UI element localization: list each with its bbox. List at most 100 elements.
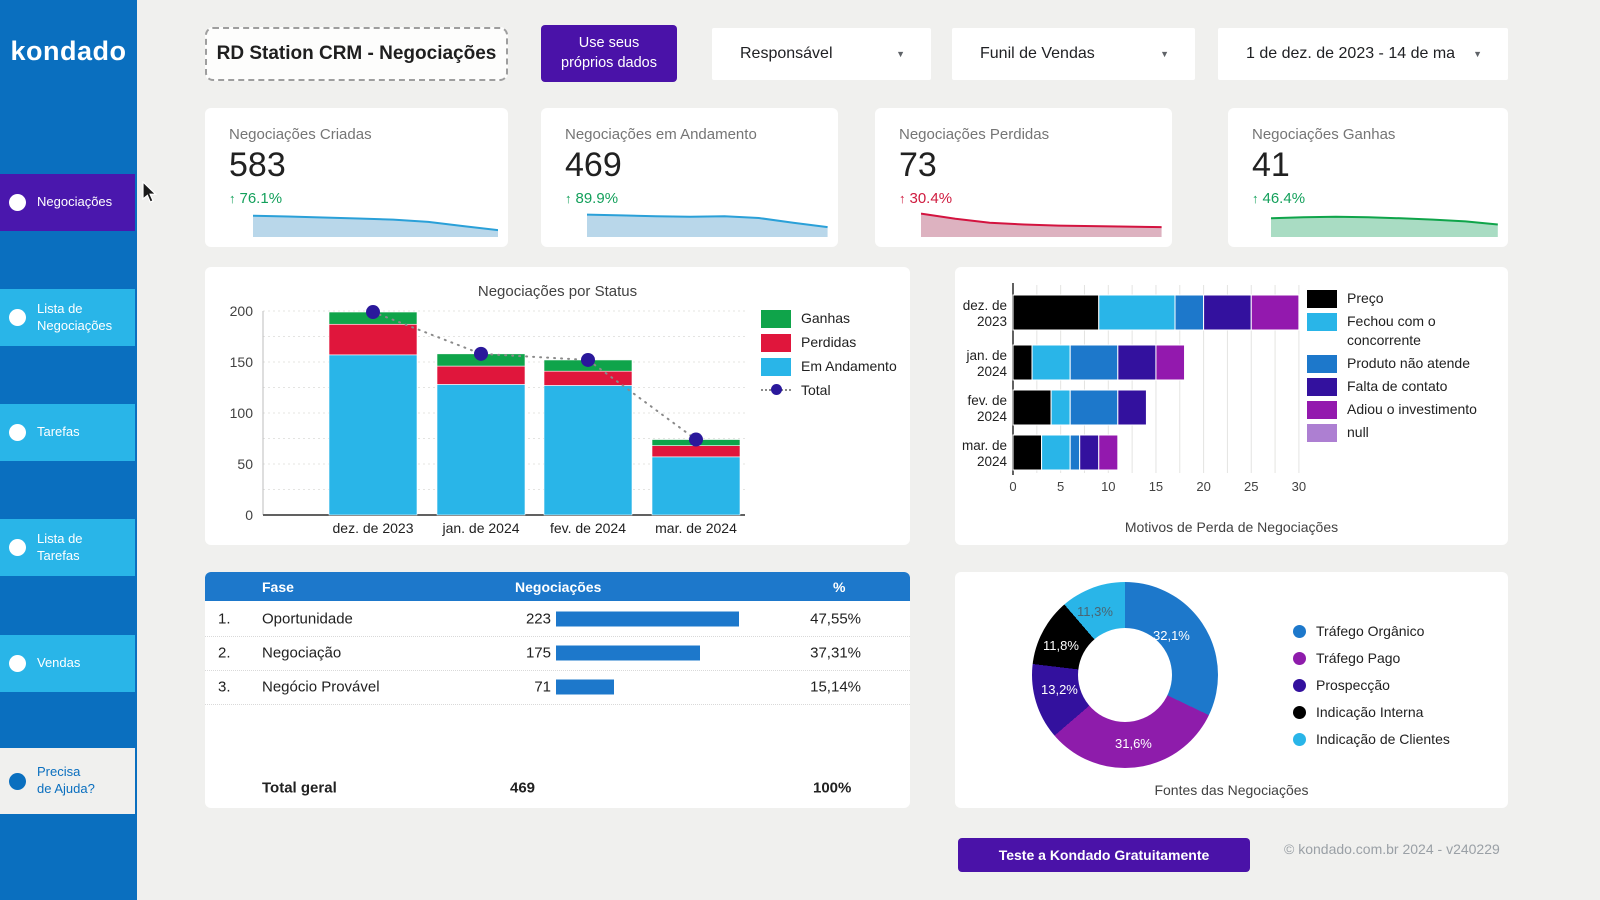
legend-label: Fechou com o concorrente bbox=[1347, 313, 1436, 348]
legend-label: Indicação de Clientes bbox=[1316, 730, 1450, 747]
sidebar-item-lista-de[interactable]: Lista de Tarefas bbox=[0, 519, 135, 576]
row-value: 223 bbox=[525, 610, 551, 628]
kpi-title: Negociações Ganhas bbox=[1252, 126, 1396, 143]
svg-text:mar. de: mar. de bbox=[962, 438, 1007, 453]
legend-item-produto-n-o-atende: Produto não atende bbox=[1307, 354, 1477, 373]
legend-label: Em Andamento bbox=[801, 358, 897, 374]
legend-swatch bbox=[761, 334, 791, 352]
table-total-row: Total geral 469 100% bbox=[205, 774, 910, 802]
status-stacked-bar-chart: 0 50 100 150 200 dez. de 2023 jan. de 2024 fev.… bbox=[230, 303, 745, 536]
responsavel-dropdown[interactable]: Responsável ▼ bbox=[712, 28, 931, 80]
donut-value-label: 13,2% bbox=[1041, 682, 1078, 697]
sidebar-item-label: Lista de Negociações bbox=[37, 300, 113, 333]
svg-text:25: 25 bbox=[1244, 479, 1258, 494]
circle-bullet-icon bbox=[9, 772, 26, 790]
sparkline-chart bbox=[921, 212, 1162, 237]
sources-legend: Tráfego Orgânico Tráfego Pago Prospecção In… bbox=[1293, 622, 1450, 748]
col-header-negociacoes[interactable]: Negociações bbox=[515, 578, 602, 595]
sidebar-item-lista-de[interactable]: Lista de Negociações bbox=[0, 289, 135, 346]
kondado-logo: kondado bbox=[10, 36, 127, 66]
legend-label: Perdidas bbox=[801, 334, 857, 350]
legend-item-indica-o-interna: Indicação Interna bbox=[1293, 703, 1450, 722]
legend-label: Total bbox=[801, 382, 831, 398]
legend-item-tr-fego-pago: Tráfego Pago bbox=[1293, 649, 1450, 668]
svg-text:10: 10 bbox=[1101, 479, 1115, 494]
table-row: 1. Oportunidade 223 47,55% bbox=[205, 602, 910, 637]
legend-swatch bbox=[761, 310, 791, 328]
sidebar-item-negocia-es[interactable]: Negociações bbox=[0, 174, 135, 231]
sparkline-chart bbox=[1271, 215, 1498, 237]
total-label: Total geral bbox=[262, 779, 337, 797]
sources-donut-card: 32,1% 31,6% 13,2% 11,8% 11,3% Tráfego Orgâni… bbox=[955, 572, 1508, 808]
svg-text:fev. de 2024: fev. de 2024 bbox=[550, 520, 626, 536]
dropdown-label: 1 de dez. de 2023 - 14 de ma bbox=[1246, 45, 1456, 62]
dropdown-label: Funil de Vendas bbox=[980, 45, 1095, 62]
circle-bullet-icon bbox=[9, 655, 26, 672]
donut-value-label: 31,6% bbox=[1115, 736, 1152, 751]
kpi-delta: ↑ 46.4% bbox=[1252, 190, 1305, 207]
legend-dot bbox=[1293, 705, 1306, 719]
legend-label: Preço bbox=[1347, 290, 1384, 306]
loss-reasons-chart-card: 0 5 10 15 20 25 30 dez. de 2023 jan. de 2024 fev. d… bbox=[955, 267, 1508, 545]
cta-button[interactable]: Teste a Kondado Gratuitamente bbox=[958, 838, 1250, 872]
row-number: 3. bbox=[218, 678, 231, 696]
donut-hole bbox=[1078, 628, 1172, 722]
legend-item-ganhas: Ganhas bbox=[761, 309, 897, 328]
legend-label: Tráfego Pago bbox=[1316, 649, 1401, 666]
sidebar-item-vendas[interactable]: Vendas bbox=[0, 635, 135, 692]
legend-swatch bbox=[1307, 377, 1337, 396]
loss-chart-title: Motivos de Perda de Negociações bbox=[1124, 519, 1339, 535]
donut-value-label: 11,8% bbox=[1043, 638, 1079, 653]
legend-item-pre-o: Preço bbox=[1307, 289, 1477, 308]
legend-swatch bbox=[1307, 423, 1337, 442]
legend-item-falta-de-contato: Falta de contato bbox=[1307, 377, 1477, 396]
funil-dropdown[interactable]: Funil de Vendas ▼ bbox=[952, 28, 1195, 80]
legend-item-perdidas: Perdidas bbox=[761, 333, 897, 352]
kpi-card-1: Negociações Criadas 583 ↑ 76.1% bbox=[205, 108, 508, 247]
legend-item-tr-fego-org-nico: Tráfego Orgânico bbox=[1293, 622, 1450, 641]
legend-dot bbox=[1293, 678, 1306, 692]
donut-value-label: 32,1% bbox=[1153, 628, 1190, 643]
legend-total-swatch bbox=[761, 381, 791, 399]
svg-text:30: 30 bbox=[1292, 479, 1306, 494]
row-bar bbox=[556, 611, 739, 627]
legend-label: Ganhas bbox=[801, 310, 851, 326]
kpi-value: 73 bbox=[899, 146, 937, 184]
svg-text:150: 150 bbox=[230, 354, 254, 370]
kpi-value: 41 bbox=[1252, 146, 1290, 184]
kpi-value: 469 bbox=[565, 146, 622, 184]
date-range-dropdown[interactable]: 1 de dez. de 2023 - 14 de ma ▼ bbox=[1218, 28, 1508, 80]
donut-value-label: 11,3% bbox=[1077, 604, 1113, 619]
arrow-up-icon: ↑ bbox=[899, 191, 906, 206]
sidebar-item-tarefas[interactable]: Tarefas bbox=[0, 404, 135, 461]
row-number: 1. bbox=[218, 610, 231, 628]
col-header-pct[interactable]: % bbox=[833, 578, 846, 595]
use-own-data-button[interactable]: Use seus próprios dados bbox=[541, 25, 677, 82]
legend-label: Indicação Interna bbox=[1316, 703, 1424, 720]
legend-swatch bbox=[1307, 354, 1337, 373]
sidebar-item-label: Negociações bbox=[37, 194, 113, 210]
report-title: RD Station CRM - Negociações bbox=[205, 27, 508, 81]
kpi-card-2: Negociações em Andamento 469 ↑ 89.9% bbox=[541, 108, 838, 247]
legend-item-adiou-o-investimento: Adiou o investimento bbox=[1307, 400, 1477, 419]
kpi-title: Negociações Criadas bbox=[229, 126, 372, 143]
sidebar: kondado Negociações Lista de Negociações T… bbox=[0, 0, 137, 900]
col-header-fase[interactable]: Fase bbox=[262, 578, 294, 595]
sparkline-chart bbox=[252, 214, 498, 237]
sidebar-item-precisa[interactable]: Precisa de Ajuda? bbox=[0, 748, 135, 814]
svg-text:jan. de: jan. de bbox=[965, 348, 1007, 363]
row-pct: 37,31% bbox=[810, 644, 861, 662]
arrow-up-icon: ↑ bbox=[565, 191, 572, 206]
svg-text:20: 20 bbox=[1196, 479, 1210, 494]
svg-text:fev. de: fev. de bbox=[967, 393, 1007, 408]
legend-label: Falta de contato bbox=[1347, 377, 1448, 394]
arrow-up-icon: ↑ bbox=[1252, 191, 1259, 206]
total-value: 469 bbox=[510, 779, 536, 797]
svg-text:2024: 2024 bbox=[977, 454, 1008, 469]
legend-item-indica-o-de-clientes: Indicação de Clientes bbox=[1293, 730, 1450, 749]
status-chart-legend: Ganhas Perdidas Em Andamento Total bbox=[761, 309, 897, 400]
svg-text:0: 0 bbox=[1009, 479, 1016, 494]
row-value: 175 bbox=[525, 644, 551, 662]
mouse-cursor bbox=[142, 181, 158, 203]
legend-dot bbox=[1293, 625, 1306, 638]
